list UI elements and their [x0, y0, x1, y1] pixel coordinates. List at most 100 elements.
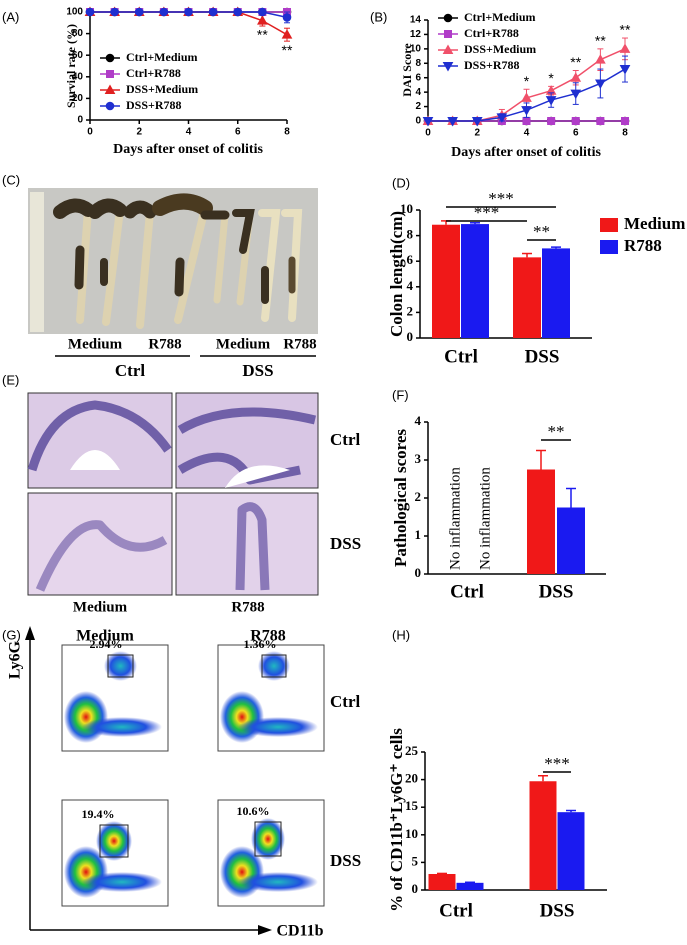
y-tick-label: 20 [405, 771, 418, 786]
marker [85, 7, 95, 17]
legend-marker [442, 44, 454, 54]
marker [545, 96, 557, 106]
marker [422, 117, 434, 127]
legend-label: Ctrl+Medium [126, 50, 198, 64]
marker [571, 117, 580, 125]
y-tick-label: 6 [415, 72, 421, 83]
legend-label: Ctrl+R788 [126, 66, 181, 80]
annotation: ** [620, 22, 631, 38]
significance-label: ** [548, 422, 565, 441]
legend-marker [444, 30, 452, 38]
significance-label: ** [533, 222, 550, 241]
y-axis-label: Colon length(cm) [387, 211, 406, 337]
y-tick-label: 10 [405, 826, 418, 841]
colon-photo [28, 188, 318, 357]
y-tick-label: 5 [412, 853, 419, 868]
legend-marker [104, 84, 116, 94]
y-tick-label: 0 [77, 115, 83, 126]
marker [471, 117, 483, 127]
panel-label: (C) [2, 172, 20, 187]
y-tick-label: 4 [407, 278, 414, 293]
colons [53, 193, 303, 329]
marker [134, 7, 144, 17]
x-tick-label: 4 [524, 128, 530, 139]
marker [257, 15, 268, 25]
photo-label: R788 [283, 336, 316, 352]
y-axis-label: Pathological scores [391, 429, 410, 567]
y-tick-label: 10 [410, 43, 422, 54]
gate-percent: 2.94% [90, 637, 123, 651]
y-tick-label: 4 [415, 413, 422, 428]
bar [527, 469, 555, 574]
lumen [225, 465, 290, 488]
marker [282, 13, 292, 22]
legend-marker [105, 53, 115, 63]
y-tick-label: 3 [415, 451, 422, 466]
x-tick-label: 0 [425, 128, 431, 139]
flow-column: R788 [250, 628, 286, 645]
y-tick-label: 14 [410, 15, 422, 26]
marker [621, 117, 629, 125]
marker [258, 7, 267, 17]
marker [233, 7, 243, 17]
tissue [27, 400, 317, 592]
cell-cloud [96, 821, 132, 861]
legend-label: Medium [624, 214, 685, 233]
y-tick-label: 40 [72, 71, 84, 82]
panel-label: (B) [370, 9, 387, 24]
y-tick-label: 0 [415, 565, 422, 580]
legend-marker [106, 70, 114, 78]
marker [570, 89, 582, 100]
flow-y-label: Ly6G [7, 640, 24, 679]
x-tick-label: Ctrl [450, 581, 484, 602]
arrow-head [25, 626, 35, 640]
annotation: ** [570, 54, 581, 70]
marker [208, 7, 218, 17]
panel-label: (D) [392, 175, 410, 190]
marker [521, 106, 532, 116]
gate [261, 654, 287, 678]
legend-swatch [600, 218, 618, 232]
bar [432, 224, 460, 338]
gate [99, 824, 129, 858]
bar [542, 248, 570, 338]
y-axis-label: Survial rate (%) [64, 24, 78, 108]
marker [184, 7, 193, 17]
y-tick-label: 0 [412, 881, 419, 896]
significance-label: *** [474, 203, 500, 222]
legend-marker [105, 101, 115, 111]
marker [547, 117, 556, 125]
marker [619, 43, 631, 53]
annotation: * [524, 73, 530, 89]
histology-column: Medium [73, 599, 128, 615]
histology-column: R788 [231, 599, 264, 615]
y-tick-label: 0 [415, 116, 421, 127]
cell-cloud [82, 872, 162, 892]
histology-row: Ctrl [330, 430, 360, 449]
cell-cloud [238, 717, 318, 737]
panel-label: (F) [392, 387, 409, 402]
marker [110, 7, 119, 17]
panel-label: (E) [2, 372, 19, 387]
flow-row: DSS [330, 851, 361, 870]
x-tick-label: 6 [573, 128, 579, 139]
flow-plots [61, 644, 325, 907]
x-tick-label: 2 [474, 128, 480, 139]
histology-row: DSS [330, 534, 361, 553]
y-tick-label: 60 [72, 50, 84, 61]
bar [513, 257, 541, 338]
y-tick-label: 2 [415, 101, 421, 112]
note: No inflammation [477, 467, 493, 570]
photo-group: DSS [242, 361, 273, 380]
x-tick-label: 4 [186, 127, 192, 138]
marker [496, 113, 508, 123]
y-tick-label: 8 [415, 58, 421, 69]
x-tick-label: Ctrl [444, 346, 478, 367]
legend-marker [443, 13, 453, 23]
annotation: ** [257, 27, 268, 43]
gate-percent: 10.6% [237, 804, 270, 818]
ruler [30, 192, 44, 332]
x-tick-label: 8 [284, 127, 290, 138]
legend-label: Ctrl+Medium [464, 10, 536, 24]
